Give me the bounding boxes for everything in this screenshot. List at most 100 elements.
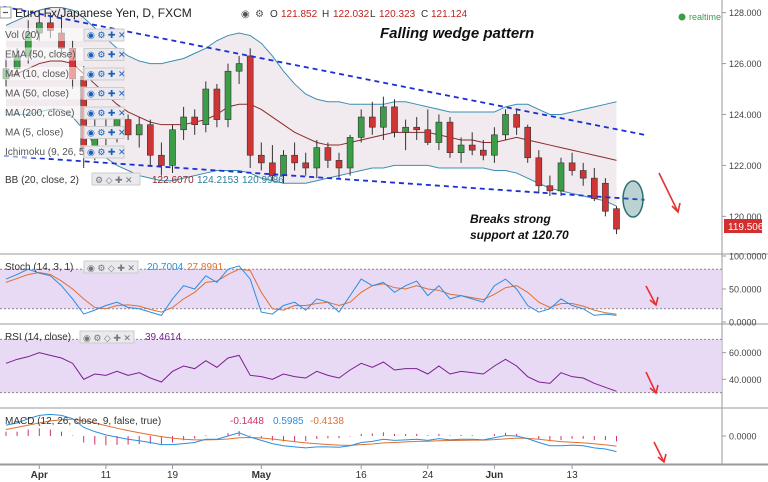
indicator-label-text: EMA (50, close) [5,50,76,61]
indicator-label-bg [0,67,92,80]
svg-text:⚙ ◇ ✚ ✕: ⚙ ◇ ✚ ✕ [95,175,133,185]
indicator-label-bg [0,28,92,41]
stoch-k-value: 20.7004 [147,262,184,273]
down-arrows [645,172,681,464]
bb-value-1: 122.6070 [152,175,194,186]
indicator-label-row: EMA (50, close) ◉ ⚙ ✚ ✕ [0,47,126,61]
wedge-lower-line [0,154,645,201]
indicator-controls [83,48,125,61]
realtime-label: realtime [689,12,721,22]
macd-title: MACD (12, 26, close, 9, false, true) [5,416,161,427]
stoch-title: Stoch (14, 3, 1) [5,262,73,273]
candle-body [557,162,565,192]
y-axis: 128.000 126.000 124.000 122.000 120.000 100.0… [722,8,767,442]
time-axis-label: Apr [31,470,48,481]
bb-label-row: BB (20, close, 2) ⚙ ◇ ✚ ✕ 122.6070 124.2… [5,172,284,186]
indicator-controls-icons: ◉ ⚙ ✚ ✕ [87,147,126,157]
candle-body [235,63,243,72]
indicator-label-bg [0,106,92,119]
indicator-controls-icons: ◉ ⚙ ✚ ✕ [87,108,126,118]
indicator-controls [83,67,125,81]
indicator-label-list: Vol (20) ◉ ⚙ ✚ ✕EMA (50, close) ◉ ⚙ ✚ ✕MA … [0,28,126,159]
low-value: 120.323 [379,9,416,20]
indicator-label-text: MA (5, close) [5,128,63,139]
breakout-highlight [622,180,644,218]
macd-line [5,413,617,453]
indicator-label-bg [0,145,92,158]
stoch-band [0,269,722,309]
candle-body [357,116,365,138]
candle-body [224,70,232,120]
macd-line-value: 0.5985 [273,416,304,427]
macd-arrow [653,441,665,463]
annotation-title: Falling wedge pattern [380,25,534,42]
candle-body [202,88,210,125]
candle-body [257,154,265,164]
eye-icon[interactable]: ◉ [241,9,250,20]
indicator-label-row: MA (10, close) ◉ ⚙ ✚ ✕ [0,67,126,81]
macd-signal-value: -0.4138 [310,416,344,427]
candle-body [124,119,132,136]
candle-body [446,121,454,153]
candle-body [368,116,376,128]
rsi-line [0,338,722,394]
candle-body [413,126,421,131]
candle-body [158,154,165,166]
price-badge: 119.506 [724,219,764,233]
candle-body [590,177,598,199]
open-label: O [270,9,278,20]
x-axis: Apr 11 19 May 16 24 Jun 13 [31,465,578,481]
high-label: H [322,9,329,20]
realtime-dot [678,13,686,21]
indicator-label-text: MA (10, close) [5,69,69,80]
macd-signal-line [5,418,617,447]
time-axis-label: May [252,470,272,481]
candle-body [579,170,587,179]
price-axis-tick-label: 124.000 [729,110,762,120]
indicator-label-row: Ichimoku (9, 26, 52, 26)◉ ⚙ ✚ ✕ [0,145,126,159]
bb-lower-line [6,108,617,207]
candle-body [380,106,387,128]
indicator-controls [83,87,125,100]
svg-text:119.506: 119.506 [728,222,764,233]
open-value: 121.852 [281,9,318,20]
candle-body [479,149,487,156]
rsi-arrow [645,371,657,394]
annotation-breaks-line1: Breaks strong [470,212,551,226]
low-label: L [370,9,376,20]
stochastic-lines [0,265,722,316]
candle-body [135,124,143,136]
settings-icon[interactable]: ⚙ [255,9,264,20]
indicator-controls-icons: ◉ ⚙ ✚ ✕ [87,89,126,99]
candle-body [313,147,321,169]
indicator-controls [83,28,125,42]
time-axis-label: Jun [486,470,504,481]
candle-body [191,116,198,125]
price-axis-tick-label: 126.000 [729,59,762,69]
candle-body [302,162,310,169]
indicator-controls-icons: ◉ ⚙ ✚ ✕ [87,128,126,138]
pane-frames [0,0,768,466]
price-axis-tick-label: 122.000 [729,161,762,171]
stoch-k-line [5,265,617,316]
price-axis-tick-label: 128.000 [729,8,762,18]
rsi-value: 39.4614 [145,332,182,343]
indicator-label-bg [0,86,92,100]
candle-body [524,126,532,159]
bb-label: BB (20, close, 2) [5,175,79,186]
rsi-controls[interactable]: ◉ ⚙ ◇ ✚ ✕ [79,330,135,344]
indicator-label-text: Vol (20) [5,30,39,41]
candle-body [213,88,221,120]
time-axis-label: 19 [167,470,179,481]
candle-body [424,129,432,143]
bb-controls[interactable]: ⚙ ◇ ✚ ✕ [91,172,141,186]
candle-body [402,126,409,133]
stoch-controls[interactable]: ◉ ⚙ ◇ ✚ ✕ [83,260,139,274]
indicator-label-bg [0,47,92,61]
macd-title-row: MACD (12, 26, close, 9, false, true) -0.… [5,416,344,427]
candle-body [513,114,520,128]
rsi-axis-tick-label: 40.0000 [729,375,762,385]
candle-body [246,55,254,156]
close-label: C [421,9,428,20]
